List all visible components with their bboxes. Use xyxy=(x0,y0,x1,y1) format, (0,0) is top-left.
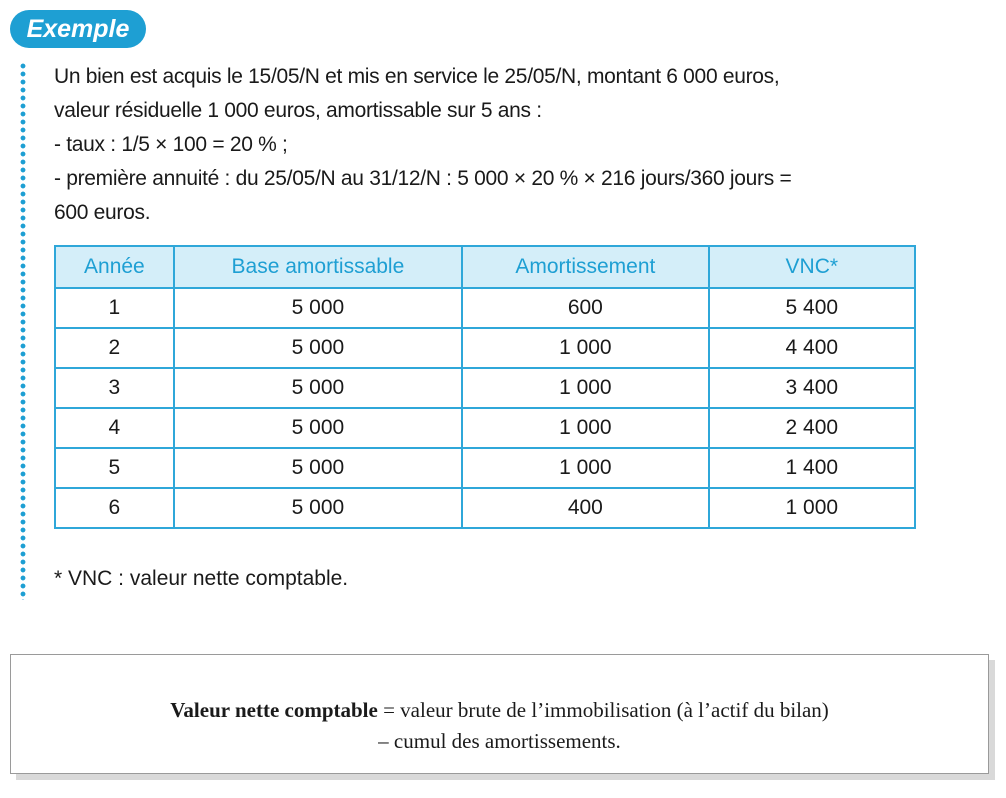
cell-vnc: 5 400 xyxy=(707,287,917,329)
table-row: 1 5 000 600 5 400 xyxy=(54,287,917,329)
vnc-footnote: * VNC : valeur nette comptable. xyxy=(54,567,349,590)
cell-base: 5 000 xyxy=(172,327,464,369)
cell-annee: 3 xyxy=(54,367,175,409)
paragraph-line: - taux : 1/5 × 100 = 20 % ; xyxy=(54,133,288,156)
cell-base: 5 000 xyxy=(172,447,464,489)
definition-text: = valeur brute de l’immobilisation (à l’… xyxy=(377,698,829,722)
table-row: 2 5 000 1 000 4 400 xyxy=(54,327,917,369)
cell-base: 5 000 xyxy=(172,287,464,329)
paragraph-line: 600 euros. xyxy=(54,201,151,224)
cell-vnc: 1 000 xyxy=(707,487,917,529)
table-row: 5 5 000 1 000 1 400 xyxy=(54,447,917,489)
table-row: 4 5 000 1 000 2 400 xyxy=(54,407,917,449)
table-row: 3 5 000 1 000 3 400 xyxy=(54,367,917,409)
cell-amortissement: 600 xyxy=(461,287,710,329)
example-badge: Exemple xyxy=(10,10,146,48)
paragraph-line: - première annuité : du 25/05/N au 31/12… xyxy=(54,167,792,190)
cell-base: 5 000 xyxy=(172,407,464,449)
header-vnc: VNC* xyxy=(707,245,917,289)
cell-annee: 6 xyxy=(54,487,175,529)
header-annee: Année xyxy=(54,245,175,289)
header-base-amortissable: Base amortissable xyxy=(172,245,464,289)
cell-vnc: 2 400 xyxy=(707,407,917,449)
cell-amortissement: 1 000 xyxy=(461,407,710,449)
cell-annee: 4 xyxy=(54,407,175,449)
definition-term: Valeur nette comptable xyxy=(170,698,378,722)
cell-amortissement: 1 000 xyxy=(461,327,710,369)
definition-line-2: – cumul des amortissements. xyxy=(378,729,621,753)
dotted-margin-rule xyxy=(20,62,26,600)
cell-amortissement: 400 xyxy=(461,487,710,529)
cell-annee: 1 xyxy=(54,287,175,329)
table-row: 6 5 000 400 1 000 xyxy=(54,487,917,529)
cell-vnc: 3 400 xyxy=(707,367,917,409)
cell-vnc: 1 400 xyxy=(707,447,917,489)
table-header-row: Année Base amortissable Amortissement VN… xyxy=(54,245,917,289)
cell-amortissement: 1 000 xyxy=(461,367,710,409)
example-paragraph: Un bien est acquis le 15/05/N et mis en … xyxy=(54,60,954,230)
cell-annee: 5 xyxy=(54,447,175,489)
cell-amortissement: 1 000 xyxy=(461,447,710,489)
definition-box: Valeur nette comptable = valeur brute de… xyxy=(10,654,989,774)
depreciation-table: Année Base amortissable Amortissement VN… xyxy=(54,245,917,529)
cell-annee: 2 xyxy=(54,327,175,369)
definition-line-1: Valeur nette comptable = valeur brute de… xyxy=(11,695,988,726)
paragraph-line: valeur résiduelle 1 000 euros, amortissa… xyxy=(54,99,542,122)
cell-base: 5 000 xyxy=(172,487,464,529)
cell-vnc: 4 400 xyxy=(707,327,917,369)
cell-base: 5 000 xyxy=(172,367,464,409)
paragraph-line: Un bien est acquis le 15/05/N et mis en … xyxy=(54,65,780,88)
header-amortissement: Amortissement xyxy=(461,245,710,289)
